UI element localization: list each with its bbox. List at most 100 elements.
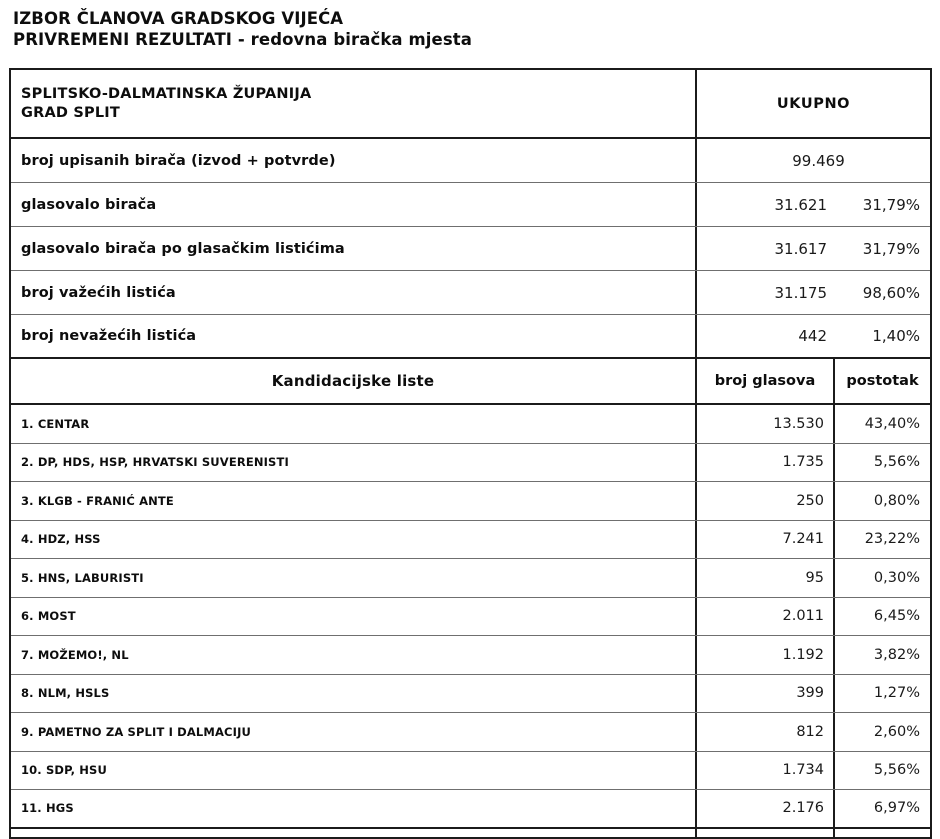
list-percent: 3,82% xyxy=(873,646,920,663)
list-name-cell: 4. HDZ, HSS xyxy=(11,520,697,558)
list-votes: 250 xyxy=(697,482,835,520)
table-row: broj upisanih birača (izvod + potvrde) 9… xyxy=(11,139,930,183)
list-name: 11. HGS xyxy=(21,801,74,816)
summary-label-cell: broj upisanih birača (izvod + potvrde) xyxy=(11,139,697,182)
summary-count: 31.175 xyxy=(774,283,828,302)
column-header-percent: postotak xyxy=(846,373,919,389)
list-name-cell: 7. MOŽEMO!, NL xyxy=(11,636,697,674)
list-votes: 95 xyxy=(697,559,835,597)
list-percent-clipped xyxy=(835,829,930,837)
summary-value-cell: 31.621 31,79% xyxy=(697,183,930,226)
list-percent: 0,30% xyxy=(873,569,920,586)
list-values-cell: 812 2,60% xyxy=(697,713,930,751)
summary-label-cell: glasovalo birača po glasačkim listićima xyxy=(11,227,697,270)
table-row: broj nevažećih listića 442 1,40% xyxy=(11,315,930,359)
table-row: 5. HNS, LABURISTI 95 0,30% xyxy=(11,559,930,598)
list-votes: 399 xyxy=(697,674,835,712)
summary-percent: 31,79% xyxy=(862,239,920,258)
total-header-cell: UKUPNO xyxy=(697,70,930,137)
column-header-votes: broj glasova xyxy=(697,359,835,403)
column-header-lists: Kandidacijske liste xyxy=(271,372,435,390)
table-row: 8. NLM, HSLS 399 1,27% xyxy=(11,674,930,713)
summary-count: 99.469 xyxy=(792,151,845,170)
list-name: 6. MOST xyxy=(21,609,76,624)
summary-label: glasovalo birača xyxy=(21,196,157,213)
list-percent: 2,60% xyxy=(873,723,920,740)
summary-count: 31.617 xyxy=(774,239,828,258)
list-values-cell: 1.735 5,56% xyxy=(697,443,930,481)
list-name: 10. SDP, HSU xyxy=(21,763,107,778)
list-votes: 812 xyxy=(697,713,835,751)
list-name-cell: 2. DP, HDS, HSP, HRVATSKI SUVERENISTI xyxy=(11,443,697,481)
list-name-cell: 5. HNS, LABURISTI xyxy=(11,559,697,597)
list-column-header-row: Kandidacijske liste broj glasova postota… xyxy=(11,359,930,405)
table-row-clipped xyxy=(11,828,930,839)
list-values-cell: 2.176 6,97% xyxy=(697,790,930,827)
summary-count: 31.621 xyxy=(774,195,828,214)
list-name: 7. MOŽEMO!, NL xyxy=(21,647,129,662)
total-header-label: UKUPNO xyxy=(776,95,851,112)
summary-count: 442 xyxy=(798,327,827,345)
summary-percent: 98,60% xyxy=(862,283,920,302)
table-row: broj važećih listića 31.175 98,60% xyxy=(11,271,930,315)
list-name: 4. HDZ, HSS xyxy=(21,532,101,547)
list-votes: 1.735 xyxy=(697,443,835,481)
list-name: 3. KLGB - FRANIĆ ANTE xyxy=(21,493,174,508)
region-name-city: GRAD SPLIT xyxy=(21,104,120,121)
list-votes: 13.530 xyxy=(697,405,835,443)
page-title-line-1: IZBOR ČLANOVA GRADSKOG VIJEĆA xyxy=(13,9,344,28)
list-metrics-header-cell: broj glasova postotak xyxy=(697,359,930,403)
list-votes: 2.011 xyxy=(697,597,835,635)
list-percent: 23,22% xyxy=(864,531,920,548)
table-row: 10. SDP, HSU 1.734 5,56% xyxy=(11,751,930,790)
table-row: glasovalo birača 31.621 31,79% xyxy=(11,183,930,227)
page-title: IZBOR ČLANOVA GRADSKOG VIJEĆA PRIVREMENI… xyxy=(13,8,913,50)
summary-label-cell: broj nevažećih listića xyxy=(11,315,697,357)
list-name-cell: 1. CENTAR xyxy=(11,405,697,443)
table-row: 6. MOST 2.011 6,45% xyxy=(11,597,930,636)
list-values-cell: 1.192 3,82% xyxy=(697,636,930,674)
list-name-cell: 6. MOST xyxy=(11,597,697,635)
list-percent: 5,56% xyxy=(873,762,920,779)
table-row: 2. DP, HDS, HSP, HRVATSKI SUVERENISTI 1.… xyxy=(11,443,930,482)
list-values-cell: 13.530 43,40% xyxy=(697,405,930,443)
region-name-county: SPLITSKO-DALMATINSKA ŽUPANIJA xyxy=(21,85,312,102)
table-row: 9. PAMETNO ZA SPLIT I DALMACIJU 812 2,60… xyxy=(11,713,930,752)
list-name: 8. NLM, HSLS xyxy=(21,686,110,701)
table-row: 7. MOŽEMO!, NL 1.192 3,82% xyxy=(11,636,930,675)
list-name-cell: 10. SDP, HSU xyxy=(11,751,697,789)
list-name-cell: 9. PAMETNO ZA SPLIT I DALMACIJU xyxy=(11,713,697,751)
summary-label: broj važećih listića xyxy=(21,284,176,301)
list-name: 1. CENTAR xyxy=(21,416,90,431)
list-votes: 2.176 xyxy=(697,790,835,827)
lists-header-cell: Kandidacijske liste xyxy=(11,359,697,403)
summary-label-cell: glasovalo birača xyxy=(11,183,697,226)
summary-label-cell: broj važećih listića xyxy=(11,271,697,314)
summary-label: glasovalo birača po glasačkim listićima xyxy=(21,240,345,257)
list-name-cell: 11. HGS xyxy=(11,790,697,827)
list-values-cell: 399 1,27% xyxy=(697,674,930,712)
summary-label: broj upisanih birača (izvod + potvrde) xyxy=(21,152,336,169)
summary-label: broj nevažećih listića xyxy=(21,328,197,344)
list-votes: 7.241 xyxy=(697,520,835,558)
summary-value-cell: 31.175 98,60% xyxy=(697,271,930,314)
list-percent: 6,45% xyxy=(873,608,920,625)
list-name: 2. DP, HDS, HSP, HRVATSKI SUVERENISTI xyxy=(21,455,289,470)
summary-percent: 1,40% xyxy=(872,327,920,345)
table-row: 3. KLGB - FRANIĆ ANTE 250 0,80% xyxy=(11,482,930,521)
page-title-line-2: PRIVREMENI REZULTATI - redovna biračka m… xyxy=(13,30,472,49)
list-name-cell: 8. NLM, HSLS xyxy=(11,674,697,712)
list-percent: 0,80% xyxy=(873,492,920,509)
list-name: 9. PAMETNO ZA SPLIT I DALMACIJU xyxy=(21,724,251,739)
summary-percent: 31,79% xyxy=(862,195,920,214)
list-percent: 43,40% xyxy=(864,415,920,432)
list-name-cell-clipped xyxy=(11,828,697,837)
summary-value-cell: 99.469 xyxy=(697,139,930,182)
list-values-cell: 1.734 5,56% xyxy=(697,751,930,789)
table-row: 1. CENTAR 13.530 43,40% xyxy=(11,405,930,444)
list-percent: 5,56% xyxy=(873,454,920,471)
list-values-cell: 7.241 23,22% xyxy=(697,520,930,558)
list-values-cell-clipped xyxy=(697,828,930,837)
list-votes: 1.192 xyxy=(697,636,835,674)
